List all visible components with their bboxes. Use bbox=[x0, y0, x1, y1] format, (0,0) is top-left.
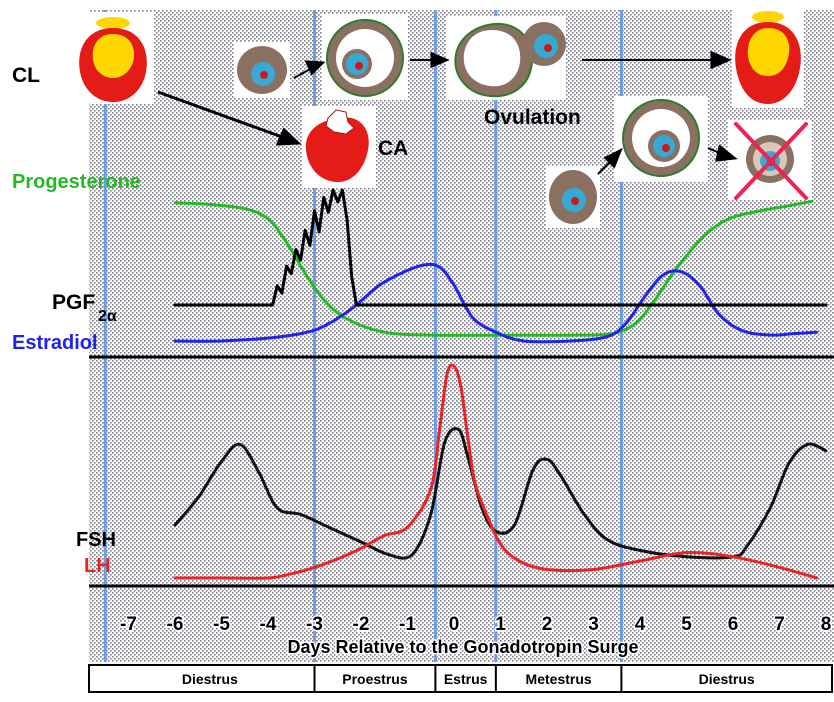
x-tick-label: 5 bbox=[681, 614, 692, 635]
atretic-follicle-icon bbox=[728, 120, 812, 200]
x-tick-label: 7 bbox=[774, 614, 785, 635]
phase-label: Proestrus bbox=[342, 671, 408, 687]
x-tick-label: 0 bbox=[449, 614, 460, 635]
phase-label: Metestrus bbox=[526, 671, 592, 687]
x-tick-labels: -7 -6 -5 -4 -3 -2 -1 0 1 2 3 4 5 6 7 8 bbox=[119, 613, 833, 637]
x-tick-label: -4 bbox=[260, 614, 277, 635]
progesterone-label: Progesterone bbox=[12, 171, 141, 193]
x-tick-label: 3 bbox=[588, 614, 599, 635]
phase-label: Diestrus bbox=[182, 671, 238, 687]
ovulation-label: Ovulation bbox=[484, 106, 581, 129]
pgf-subscript: 2α bbox=[98, 308, 117, 325]
x-tick-label: 8 bbox=[821, 614, 832, 635]
corpus-albicans-icon bbox=[302, 106, 376, 188]
phase-label: Estrus bbox=[444, 671, 488, 687]
pgf-label: PGF bbox=[52, 291, 95, 314]
fsh-label: FSH bbox=[76, 529, 116, 551]
x-tick-label: 6 bbox=[728, 614, 739, 635]
x-tick-label: -5 bbox=[213, 614, 230, 635]
follicle-wave2-large-icon bbox=[614, 96, 708, 182]
lh-curve bbox=[173, 363, 819, 580]
phase-bar: Diestrus Proestrus Estrus Metestrus Diestrus bbox=[88, 664, 833, 693]
corpus-luteum-right-icon bbox=[732, 8, 804, 108]
follicle-wave2-small-icon bbox=[546, 166, 600, 228]
x-tick-label: 2 bbox=[542, 614, 553, 635]
x-tick-label: -6 bbox=[167, 614, 184, 635]
x-tick-label: 1 bbox=[495, 614, 506, 635]
x-tick-label: -3 bbox=[306, 614, 323, 635]
cl-label: CL bbox=[12, 64, 40, 87]
ca-label: CA bbox=[378, 137, 408, 160]
x-tick-label: -2 bbox=[353, 614, 370, 635]
x-tick-label: -1 bbox=[399, 614, 416, 635]
x-tick-label: -7 bbox=[120, 614, 137, 635]
lh-label: LH bbox=[84, 555, 111, 577]
growing-follicle-icon bbox=[322, 14, 408, 100]
pgf2-curve bbox=[173, 188, 828, 307]
phase-label: Diestrus bbox=[699, 671, 755, 687]
estradiol-label: Estradiol bbox=[12, 332, 98, 354]
x-tick-label: 4 bbox=[635, 614, 646, 635]
ruptured-follicle-icon bbox=[446, 16, 566, 100]
estradiol-curve bbox=[173, 262, 819, 344]
small-follicle-icon bbox=[234, 42, 290, 98]
x-axis-title: Days Relative to the Gonadotropin Surge bbox=[287, 637, 638, 657]
corpus-luteum-left-icon bbox=[76, 12, 154, 104]
transition-arrows bbox=[157, 50, 738, 175]
phase-bar-frame bbox=[88, 664, 833, 693]
hormone-curves bbox=[173, 188, 828, 580]
